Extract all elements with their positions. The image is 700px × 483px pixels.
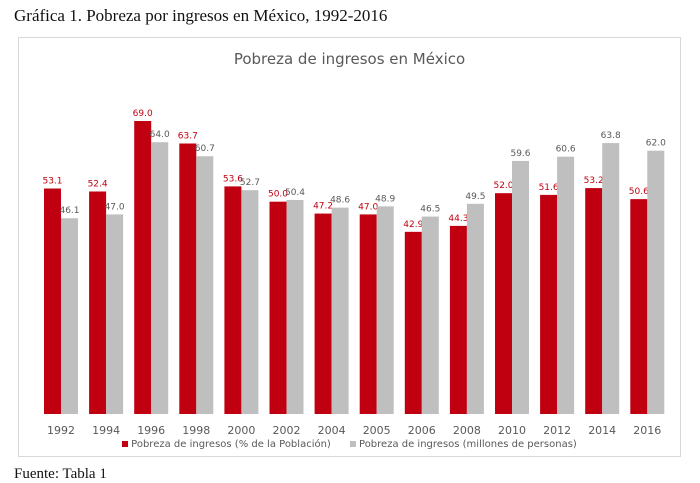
x-tick-label: 2002: [273, 424, 301, 437]
x-tick-label: 1998: [182, 424, 210, 437]
data-label: 53.6: [223, 174, 243, 184]
data-label: 47.0: [358, 202, 378, 212]
x-tick-label: 1992: [47, 424, 75, 437]
data-label: 59.6: [510, 149, 530, 159]
legend-label: Pobreza de ingresos (millones de persona…: [359, 439, 577, 450]
data-label: 44.3: [448, 214, 468, 224]
data-label: 47.0: [105, 202, 125, 212]
bar-millions-2012: [557, 156, 575, 414]
data-label: 50.6: [629, 187, 649, 197]
chart-title: Pobreza de ingresos en México: [233, 50, 466, 68]
bar-percent-1992: [44, 188, 61, 414]
data-label: 53.2: [584, 176, 604, 186]
bar-millions-2010: [512, 160, 529, 414]
data-label: 42.9: [403, 220, 423, 230]
data-label: 46.1: [59, 206, 79, 216]
bar-percent-2002: [269, 201, 287, 414]
bar-millions-2016: [647, 150, 665, 414]
data-label: 47.2: [313, 202, 333, 212]
bar-percent-2016: [630, 199, 648, 414]
data-label: 48.9: [375, 194, 395, 204]
x-tick-label: 2012: [543, 424, 571, 437]
bar-millions-2000: [241, 190, 259, 414]
bar-percent-1998: [179, 143, 197, 414]
x-tick-label: 1996: [137, 424, 165, 437]
legend-item-millions: Pobreza de ingresos (millones de persona…: [350, 439, 577, 450]
bar-percent-2004: [314, 213, 332, 414]
bar-percent-2014: [585, 188, 603, 414]
x-tick-label: 2006: [408, 424, 436, 437]
x-tick-label: 2005: [363, 424, 391, 437]
figure-title: Gráfica 1. Pobreza por ingresos en Méxic…: [14, 6, 388, 25]
x-tick-label: 2000: [227, 424, 255, 437]
data-label: 51.6: [539, 183, 559, 193]
x-tick-label: 2008: [453, 424, 481, 437]
x-tick-label: 2016: [633, 424, 661, 437]
data-label: 60.7: [195, 144, 215, 154]
data-label: 50.4: [285, 188, 305, 198]
data-label: 64.0: [150, 130, 170, 140]
legend: Pobreza de ingresos (% de la Población) …: [19, 439, 680, 450]
x-tick-label: 2014: [588, 424, 616, 437]
source-note: Fuente: Tabla 1: [14, 466, 107, 482]
data-label: 69.0: [133, 109, 153, 119]
data-label: 52.4: [88, 179, 108, 189]
data-label: 48.6: [330, 196, 350, 206]
data-label: 50.0: [268, 190, 288, 200]
bar-millions-2005: [376, 206, 394, 414]
bar-millions-1994: [106, 214, 124, 414]
bar-percent-2008: [449, 225, 467, 414]
x-tick-label: 1994: [92, 424, 120, 437]
bar-millions-2004: [331, 207, 349, 414]
data-label: 60.6: [556, 145, 576, 155]
bar-percent-1996: [134, 121, 152, 414]
legend-swatch: [122, 441, 129, 447]
bar-millions-2002: [286, 199, 304, 414]
bar-millions-2014: [602, 143, 620, 414]
bar-millions-1992: [61, 218, 78, 414]
legend-swatch: [350, 441, 357, 447]
legend-item-percent: Pobreza de ingresos (% de la Población): [122, 439, 331, 450]
bar-millions-1996: [151, 142, 169, 414]
x-tick-label: 2004: [318, 424, 346, 437]
x-tick-label: 2010: [498, 424, 526, 437]
bar-percent-1994: [89, 191, 107, 414]
data-label: 52.7: [240, 178, 260, 188]
data-label: 62.0: [646, 139, 666, 149]
data-label: 53.1: [42, 177, 62, 187]
chart-container: Pobreza de ingresos en México 53.1 46.1 19…: [18, 37, 681, 457]
bar-percent-2012: [540, 194, 558, 414]
data-label: 63.8: [601, 131, 621, 141]
data-label: 63.7: [178, 132, 198, 142]
bar-percent-2005: [359, 214, 377, 414]
data-label: 52.0: [493, 181, 513, 191]
bar-percent-2010: [495, 193, 512, 414]
bar-percent-2006: [404, 231, 422, 414]
bar-millions-2008: [466, 203, 484, 414]
bar-millions-2006: [421, 216, 439, 414]
data-label: 49.5: [465, 192, 485, 202]
legend-label: Pobreza de ingresos (% de la Población): [131, 439, 331, 450]
bar-millions-1998: [196, 156, 214, 414]
bar-chart: 53.1 46.1 1992 52.4 47.0 1994 69.0 64.0 1996 63.7…: [42, 109, 666, 437]
data-label: 46.5: [420, 205, 440, 215]
bar-percent-2000: [224, 186, 242, 414]
